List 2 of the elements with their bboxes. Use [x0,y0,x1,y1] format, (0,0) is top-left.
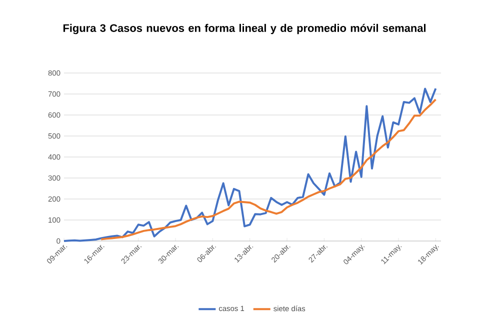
chart-title: Figura 3 Casos nuevos en forma lineal y de promedio móvil semanal [63,24,426,34]
line-series [100,98,437,240]
